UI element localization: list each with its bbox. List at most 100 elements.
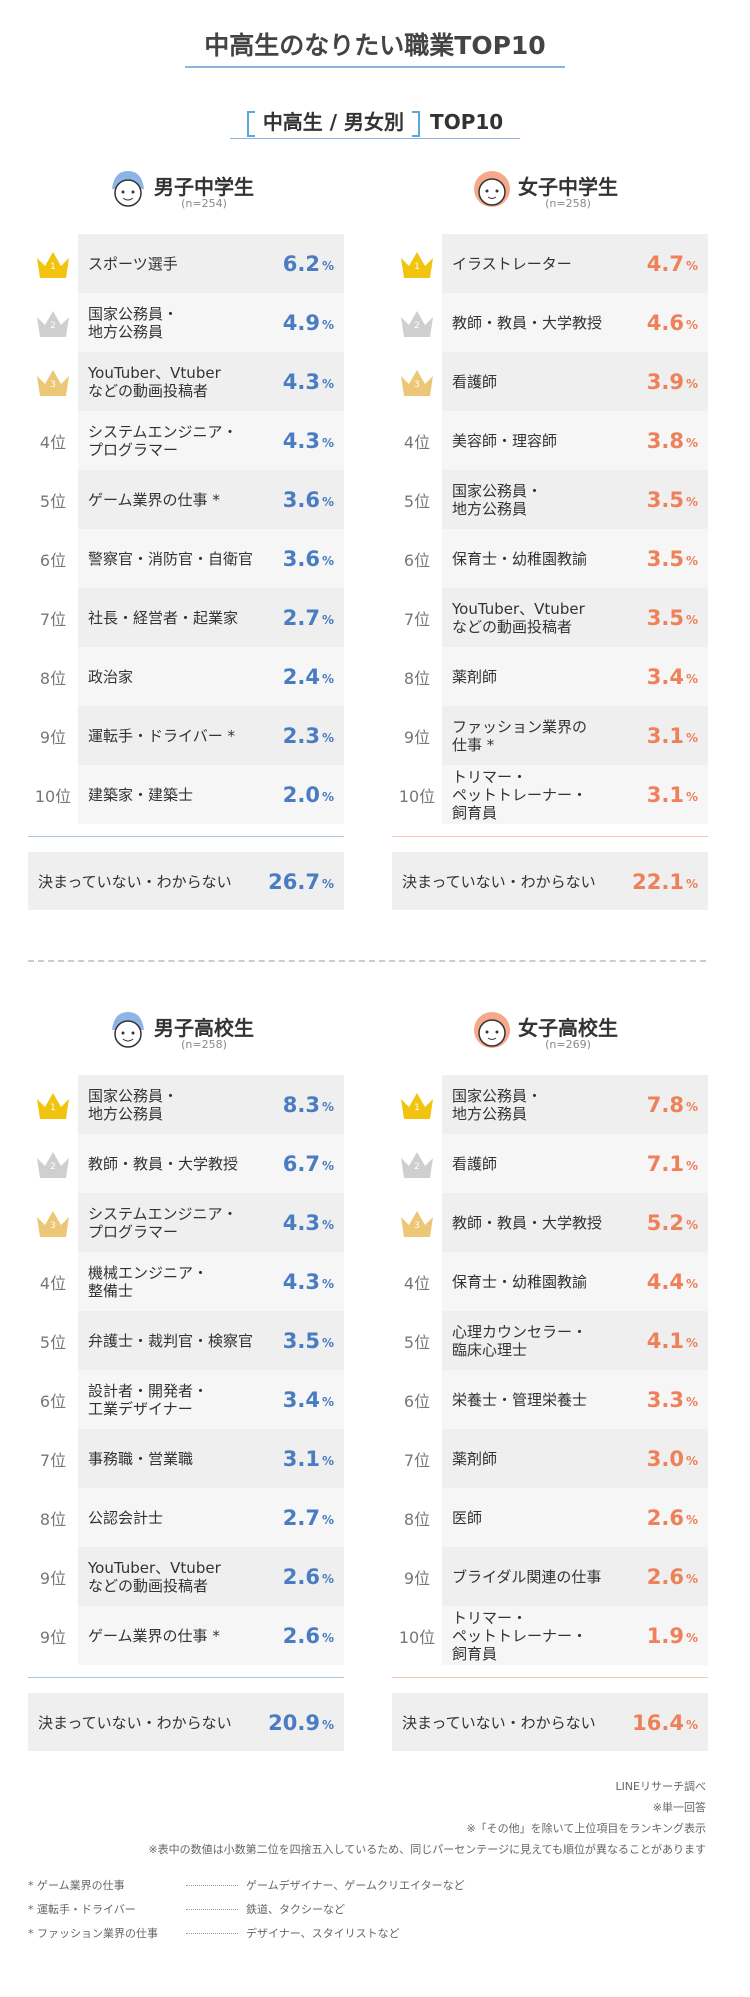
- percent-value: 4.3: [282, 428, 320, 453]
- percent-unit: %: [321, 731, 334, 745]
- row-box: ゲーム業界の仕事 * 2.6%: [78, 1606, 344, 1665]
- percent: 3.4%: [283, 1370, 334, 1429]
- percent-unit: %: [321, 259, 334, 273]
- percent-value: 20.9: [268, 1710, 320, 1735]
- row-box: 美容師・理容師 3.8%: [442, 411, 708, 470]
- crown-icon: [37, 1210, 69, 1237]
- crown-icon: [401, 1092, 433, 1119]
- occupation: 事務職・営業職: [88, 1449, 194, 1468]
- rank: 10位: [28, 765, 78, 824]
- group-sample-size: (n=269): [545, 1038, 591, 1051]
- ranking-row: 10位 トリマー・ ペットトレーナー・ 飼育員 3.1%: [392, 765, 708, 824]
- percent-value: 3.5: [282, 1328, 320, 1353]
- row-box: 医師 2.6%: [442, 1488, 708, 1547]
- row-box: トリマー・ ペットトレーナー・ 飼育員 1.9%: [442, 1606, 708, 1665]
- percent: 4.9%: [283, 293, 334, 352]
- row-box: 国家公務員・ 地方公務員 3.5%: [442, 470, 708, 529]
- undecided-box: 決まっていない・わからない 16.4%: [392, 1693, 708, 1751]
- avatar: [474, 1012, 510, 1048]
- row-box: 国家公務員・ 地方公務員 8.3%: [78, 1075, 344, 1134]
- rank-label: 8位: [39, 668, 67, 688]
- row-box: トリマー・ ペットトレーナー・ 飼育員 3.1%: [442, 765, 708, 824]
- crown-icon: [401, 310, 433, 337]
- crown: 2: [33, 1148, 73, 1180]
- rank: 3: [392, 352, 442, 411]
- ranking-row: 8位 政治家 2.4%: [28, 647, 344, 706]
- crown-icon: [401, 1151, 433, 1178]
- percent-unit: %: [321, 377, 334, 391]
- crown-rank: 3: [50, 379, 56, 390]
- percent: 4.1%: [647, 1311, 698, 1370]
- crown: 2: [397, 307, 437, 339]
- occupation: 弁護士・裁判官・検察官: [88, 1331, 254, 1350]
- rank: 5位: [392, 470, 442, 529]
- percent-value: 2.7: [282, 1505, 320, 1530]
- ranking-row: 7位 薬剤師 3.0%: [392, 1429, 708, 1488]
- ranking-row: 8位 公認会計士 2.7%: [28, 1488, 344, 1547]
- ranking-row: 6位 警察官・消防官・自衛官 3.6%: [28, 529, 344, 588]
- occupation: 国家公務員・ 地方公務員: [452, 1086, 543, 1123]
- percent: 1.9%: [647, 1606, 698, 1665]
- ranking-row: 9位 YouTuber、Vtuber などの動画投稿者 2.6%: [28, 1547, 344, 1606]
- rank-label: 5位: [403, 1332, 431, 1352]
- rank-label: 9位: [403, 1568, 431, 1588]
- rank-label: 7位: [403, 609, 431, 629]
- occupation: ブライダル関連の仕事: [452, 1567, 602, 1586]
- footnote: * ゲーム業界の仕事 ゲームデザイナー、ゲームクリエイターなど: [28, 1877, 465, 1893]
- percent-value: 3.0: [646, 1446, 684, 1471]
- rank: 9位: [28, 706, 78, 765]
- percent-unit: %: [321, 1513, 334, 1527]
- dot-leader: [186, 1908, 238, 1910]
- rank-label: 4位: [403, 432, 431, 452]
- crown: 2: [33, 307, 73, 339]
- occupation: トリマー・ ペットトレーナー・ 飼育員: [452, 1608, 588, 1663]
- avatar: [112, 1012, 144, 1048]
- row-box: システムエンジニア・ プログラマー 4.3%: [78, 1193, 344, 1252]
- percent: 4.7%: [647, 234, 698, 293]
- percent: 3.5%: [647, 470, 698, 529]
- rank: 7位: [392, 588, 442, 647]
- percent-value: 4.7: [646, 251, 684, 276]
- percent: 4.3%: [283, 411, 334, 470]
- percent-value: 4.6: [646, 310, 684, 335]
- percent: 5.2%: [647, 1193, 698, 1252]
- rank: 1: [392, 234, 442, 293]
- crown-rank: 2: [50, 1161, 56, 1172]
- percent: 2.6%: [647, 1488, 698, 1547]
- occupation: 機械エンジニア・ 整備士: [88, 1263, 209, 1300]
- percent-unit: %: [685, 1718, 698, 1732]
- ranking-row: 5位 国家公務員・ 地方公務員 3.5%: [392, 470, 708, 529]
- rank-label: 7位: [39, 609, 67, 629]
- percent: 3.0%: [647, 1429, 698, 1488]
- occupation: 教師・教員・大学教授: [452, 1213, 603, 1232]
- rank: 9位: [392, 706, 442, 765]
- separator-line: [28, 1677, 344, 1678]
- percent: 7.8%: [647, 1075, 698, 1134]
- percent-value: 3.5: [646, 546, 684, 571]
- percent-value: 2.6: [646, 1564, 684, 1589]
- ranking-row: 2 国家公務員・ 地方公務員 4.9%: [28, 293, 344, 352]
- percent: 3.5%: [647, 529, 698, 588]
- footnote-desc: ゲームデザイナー、ゲームクリエイターなど: [246, 1879, 465, 1892]
- percent-value: 3.1: [282, 1446, 320, 1471]
- title: 中高生のなりたい職業TOP10: [204, 31, 546, 60]
- crown: 1: [33, 1089, 73, 1121]
- percent: 3.9%: [647, 352, 698, 411]
- percent: 2.7%: [283, 588, 334, 647]
- ranking-row: 2 看護師 7.1%: [392, 1134, 708, 1193]
- rank: 1: [28, 234, 78, 293]
- row-box: 看護師 3.9%: [442, 352, 708, 411]
- rank: 4位: [392, 411, 442, 470]
- occupation: システムエンジニア・ プログラマー: [88, 422, 238, 459]
- percent-value: 3.8: [646, 428, 684, 453]
- percent-value: 4.9: [282, 310, 320, 335]
- rank-label: 7位: [403, 1450, 431, 1470]
- group-name: 女子中学生: [518, 175, 618, 199]
- crown: 3: [397, 366, 437, 398]
- ranking-row: 6位 栄養士・管理栄養士 3.3%: [392, 1370, 708, 1429]
- row-box: 国家公務員・ 地方公務員 4.9%: [78, 293, 344, 352]
- ranking-row: 3 教師・教員・大学教授 5.2%: [392, 1193, 708, 1252]
- row-box: 政治家 2.4%: [78, 647, 344, 706]
- crown: 1: [33, 248, 73, 280]
